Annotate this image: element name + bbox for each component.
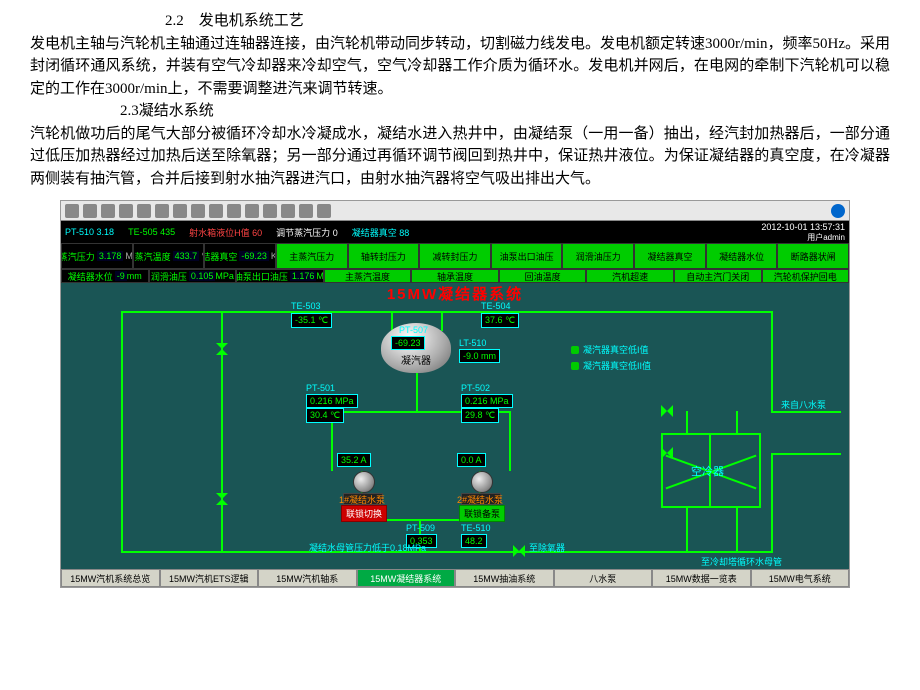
data-cell: 自动主汽门关闭 bbox=[674, 269, 762, 283]
toolbar-icon[interactable] bbox=[281, 204, 295, 218]
toolbar-icon[interactable] bbox=[65, 204, 79, 218]
section-2-2-title: 2.2 发电机系统工艺 bbox=[30, 10, 890, 33]
tag-te502-val: 29.8 ℃ bbox=[461, 408, 499, 423]
data-cell: 断路器状闸 bbox=[777, 243, 849, 269]
pump2-amp: 0.0 A bbox=[457, 453, 486, 467]
scada-screenshot: PT-510 3.18 TE-505 435 射水箱液位H值 60 调节蒸汽压力… bbox=[60, 200, 850, 588]
data-cell: 减转封压力 bbox=[419, 243, 491, 269]
tag-te503-name: TE-503 bbox=[291, 301, 321, 311]
data-cell: 轴转封压力 bbox=[348, 243, 420, 269]
valve-icon[interactable] bbox=[216, 343, 228, 355]
data-cell: 凝结器真空 bbox=[634, 243, 706, 269]
bottom-tabs: 15MW汽机系统总览15MW汽机ETS逻辑15MW汽机轴系15MW凝结器系统15… bbox=[61, 569, 849, 587]
tag-te510-val: 48.2 bbox=[461, 534, 487, 548]
data-cell: 润滑油压力 bbox=[562, 243, 634, 269]
tag-pt502-name: PT-502 bbox=[461, 383, 490, 393]
toolbar-icon[interactable] bbox=[831, 204, 845, 218]
indicator-lo: 凝汽器真空低II值 bbox=[571, 359, 651, 372]
data-cell: 油泵出口油压 bbox=[491, 243, 563, 269]
pump-2[interactable] bbox=[471, 471, 493, 493]
toolbar-icon[interactable] bbox=[137, 204, 151, 218]
tag-te504-val: 37.6 ℃ bbox=[481, 313, 519, 328]
tag-pt507-name: PT-507 bbox=[399, 325, 428, 335]
valve-icon[interactable] bbox=[216, 493, 228, 505]
datetime: 2012-10-01 13:57:31 bbox=[761, 222, 845, 232]
to-cooling-label: 至冷却塔循环水母管 bbox=[701, 555, 782, 568]
data-bar-1: 主蒸汽压力3.178MPa主蒸汽温度433.7℃凝结器真空-69.23KPa主蒸… bbox=[61, 243, 849, 269]
toolbar-icon[interactable] bbox=[173, 204, 187, 218]
status-tag: 凝结器真空 88 bbox=[352, 226, 410, 239]
data-cell: 凝结器水位-9mm bbox=[61, 269, 149, 283]
tab[interactable]: 八水泵 bbox=[554, 569, 653, 587]
to-deaerator-label: 至除氧器 bbox=[529, 541, 565, 554]
diagram-canvas: 15MW凝结器系统 凝汽器 TE-503 -35.1 ℃ TE-504 37.6… bbox=[61, 283, 849, 569]
toolbar bbox=[61, 201, 849, 221]
valve-icon[interactable] bbox=[513, 545, 525, 557]
tag-pt502-val: 0.216 MPa bbox=[461, 394, 513, 408]
toolbar-icon[interactable] bbox=[119, 204, 133, 218]
data-cell: 主蒸汽温度 bbox=[324, 269, 412, 283]
data-cell: 回油温度 bbox=[499, 269, 587, 283]
status-tag: 调节蒸汽压力 0 bbox=[276, 226, 338, 239]
tab[interactable]: 15MW抽油系统 bbox=[455, 569, 554, 587]
toolbar-icon[interactable] bbox=[299, 204, 313, 218]
tab[interactable]: 15MW汽机系统总览 bbox=[61, 569, 160, 587]
tag-pt501-name: PT-501 bbox=[306, 383, 335, 393]
toolbar-icon[interactable] bbox=[209, 204, 223, 218]
status-tag: TE-505 435 bbox=[128, 227, 175, 237]
toolbar-icon[interactable] bbox=[227, 204, 241, 218]
tag-pt507-val: -69.23 bbox=[391, 336, 425, 350]
tab[interactable]: 15MW数据一览表 bbox=[652, 569, 751, 587]
data-cell: 凝结器水位 bbox=[706, 243, 778, 269]
data-cell: 润滑油压0.105MPa bbox=[149, 269, 237, 283]
tab[interactable]: 15MW汽机ETS逻辑 bbox=[160, 569, 259, 587]
status-tag: PT-510 3.18 bbox=[65, 227, 114, 237]
pump1-amp: 35.2 A bbox=[337, 453, 371, 467]
data-cell: 轴承温度 bbox=[411, 269, 499, 283]
data-cell: 主油泵出口油压1.176MPa bbox=[236, 269, 324, 283]
tag-lt510-name: LT-510 bbox=[459, 338, 486, 348]
tab[interactable]: 15MW凝结器系统 bbox=[357, 569, 456, 587]
data-cell: 主蒸汽温度433.7℃ bbox=[133, 243, 205, 269]
standby-button[interactable]: 联锁备泵 bbox=[459, 505, 505, 522]
tag-te510-name: TE-510 bbox=[461, 523, 491, 533]
data-cell: 凝结器真空-69.23KPa bbox=[204, 243, 276, 269]
data-cell: 汽轮机保护回电 bbox=[762, 269, 850, 283]
toolbar-icon[interactable] bbox=[83, 204, 97, 218]
tag-lt510-val: -9.0 mm bbox=[459, 349, 500, 363]
tag-pt501-val: 0.216 MPa bbox=[306, 394, 358, 408]
tag-te503-val: -35.1 ℃ bbox=[291, 313, 332, 328]
pump-1[interactable] bbox=[353, 471, 375, 493]
toolbar-icon[interactable] bbox=[317, 204, 331, 218]
cooler-label: 空冷器 bbox=[691, 463, 724, 479]
indicator-hi: 凝汽器真空低I值 bbox=[571, 343, 649, 356]
section-2-3-title: 2.3凝结水系统 bbox=[30, 100, 890, 123]
status-tag: 射水箱液位H值 60 bbox=[189, 226, 262, 239]
data-cell: 主蒸汽压力 bbox=[276, 243, 348, 269]
tag-te501-val: 30.4 ℃ bbox=[306, 408, 344, 423]
toolbar-icon[interactable] bbox=[245, 204, 259, 218]
toolbar-icon[interactable] bbox=[191, 204, 205, 218]
data-bar-2: 凝结器水位-9mm润滑油压0.105MPa主油泵出口油压1.176MPa主蒸汽温… bbox=[61, 269, 849, 283]
tab[interactable]: 15MW汽机轴系 bbox=[258, 569, 357, 587]
data-cell: 主蒸汽压力3.178MPa bbox=[61, 243, 133, 269]
user-label: 用户admin bbox=[761, 232, 845, 243]
toolbar-icon[interactable] bbox=[155, 204, 169, 218]
status-bar: PT-510 3.18 TE-505 435 射水箱液位H值 60 调节蒸汽压力… bbox=[61, 221, 849, 243]
tag-te504-name: TE-504 bbox=[481, 301, 511, 311]
tab[interactable]: 15MW电气系统 bbox=[751, 569, 850, 587]
from-label: 来自八水泵 bbox=[781, 398, 826, 411]
pressure-note: 凝结水母管压力低于0.18MPa bbox=[309, 541, 426, 554]
switch-button[interactable]: 联锁切换 bbox=[341, 505, 387, 522]
toolbar-icon[interactable] bbox=[263, 204, 277, 218]
condenser-label: 凝汽器 bbox=[401, 352, 431, 367]
toolbar-icon[interactable] bbox=[101, 204, 115, 218]
data-cell: 汽机超速 bbox=[586, 269, 674, 283]
tag-pt509-name: PT-509 bbox=[406, 523, 435, 533]
valve-icon[interactable] bbox=[661, 405, 673, 417]
section-2-2-body: 发电机主轴与汽轮机主轴通过连轴器连接，由汽轮机带动同步转动，切割磁力线发电。发电… bbox=[30, 33, 890, 101]
section-2-3-body: 汽轮机做功后的尾气大部分被循环冷却水冷凝成水，凝结水进入热井中，由凝结泵（一用一… bbox=[30, 123, 890, 191]
